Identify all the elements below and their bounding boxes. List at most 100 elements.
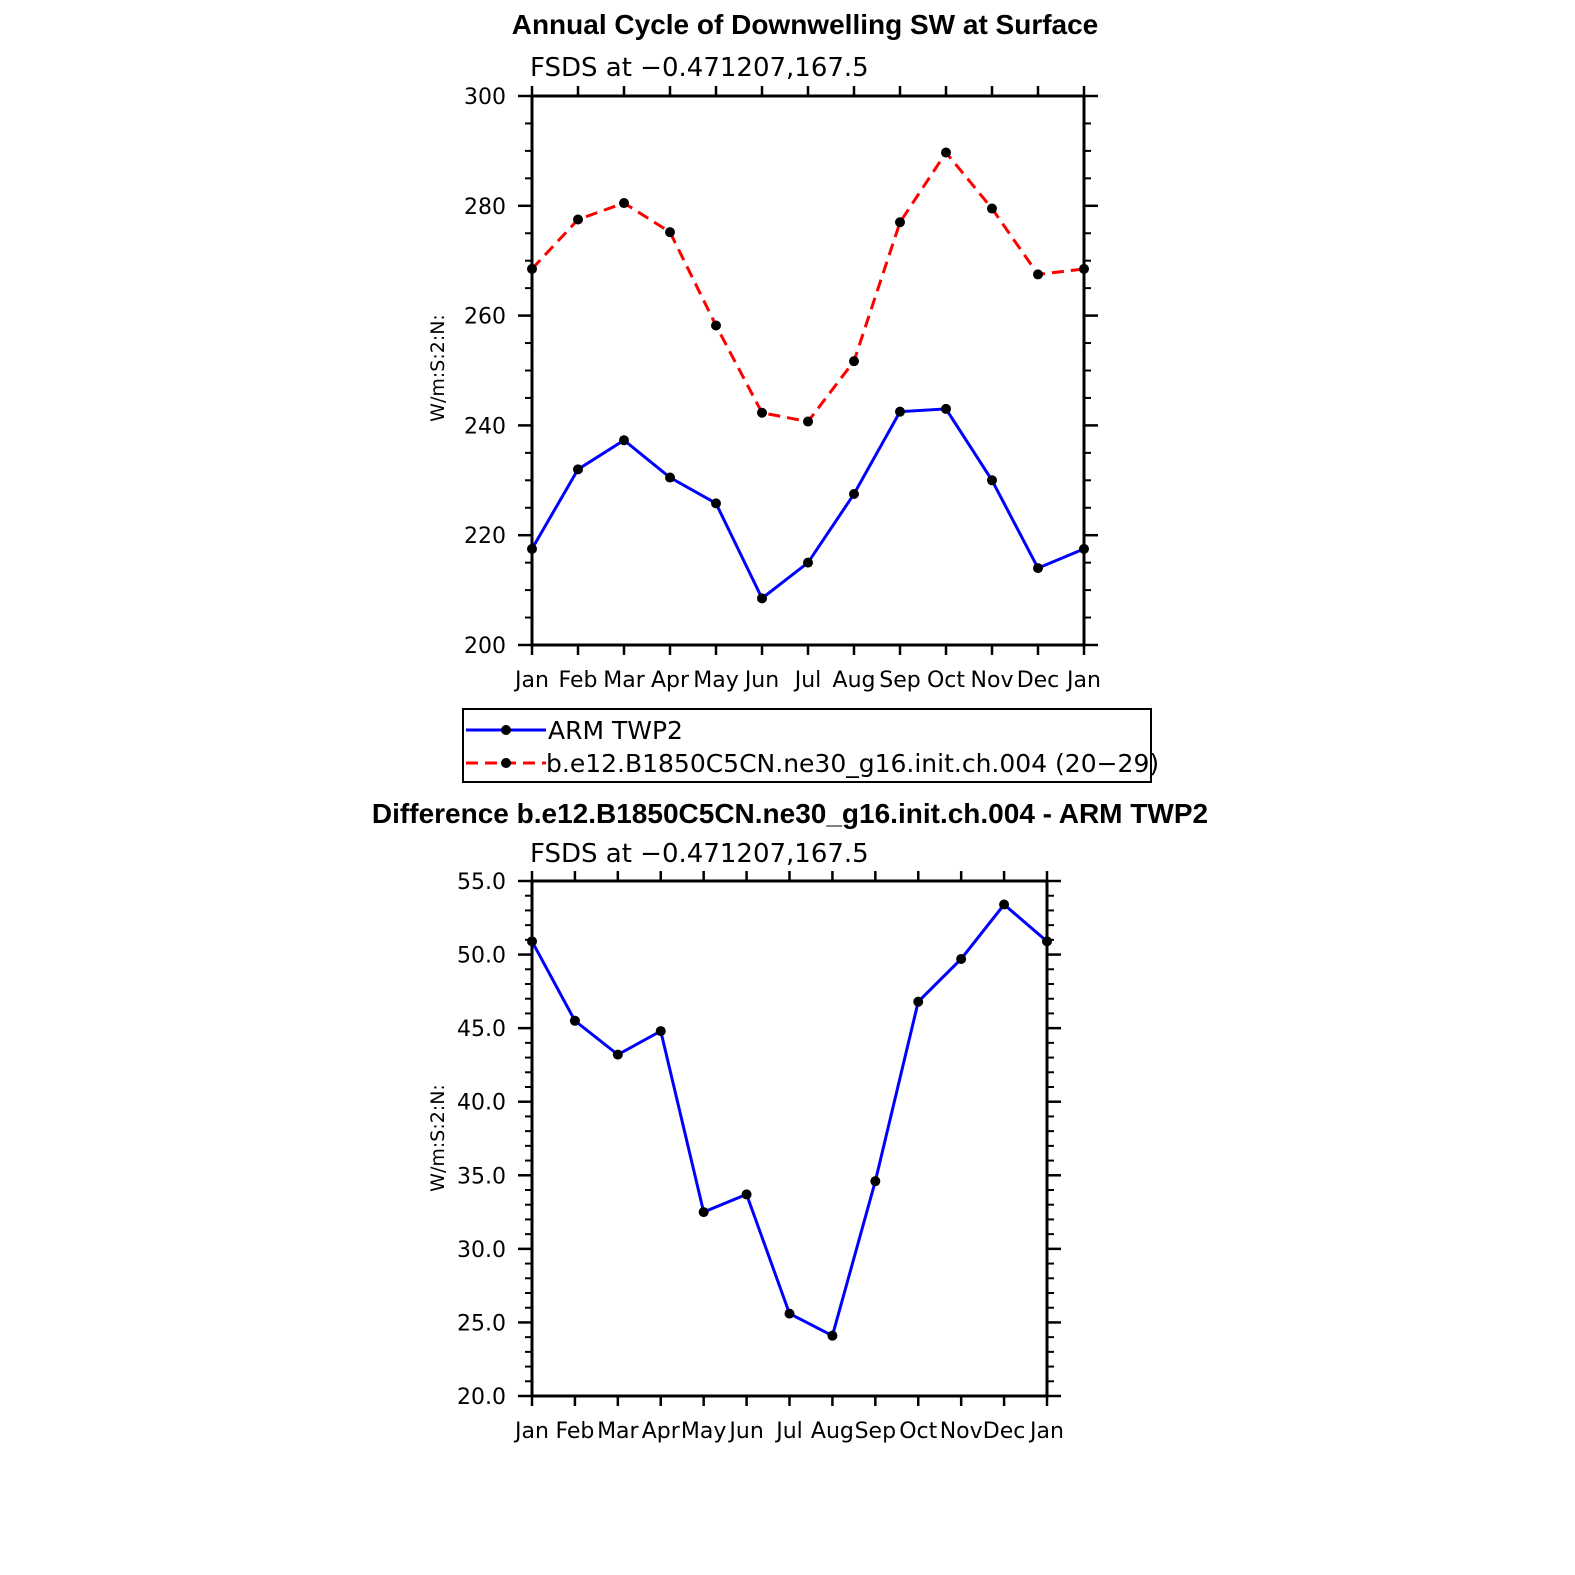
data-point — [849, 489, 859, 500]
x-tick-label: Feb — [559, 668, 598, 693]
data-point — [999, 899, 1010, 910]
data-point — [803, 557, 813, 568]
y-tick-label: 200 — [464, 634, 506, 659]
data-point — [941, 147, 951, 158]
panel-difference: Difference b.e12.B1850C5CN.ne30_g16.init… — [372, 798, 1208, 1444]
x-tick-label: Jan — [513, 1419, 549, 1444]
data-point — [665, 227, 675, 238]
panel2-x-tick-labels: Jan Feb Mar Apr May Jun Jul Aug Sep Oct Nov Dec Jan — [513, 1419, 1064, 1444]
data-point — [527, 936, 537, 947]
x-tick-label: Dec — [983, 1419, 1026, 1444]
series-line — [530, 150, 1085, 424]
x-tick-label: Oct — [927, 668, 965, 693]
data-point — [711, 320, 721, 331]
data-point — [803, 416, 813, 427]
panel1-y-tick-labels: 200 220 240 260 280 300 — [464, 85, 506, 659]
data-point — [757, 407, 767, 418]
data-point — [619, 435, 629, 446]
panel2-ylabel: W/m:S:2:N: — [427, 1084, 449, 1192]
y-tick-label: 35.0 — [457, 1164, 506, 1189]
data-point — [757, 593, 767, 604]
y-tick-label: 240 — [464, 414, 506, 439]
y-tick-label: 45.0 — [457, 1017, 506, 1042]
x-tick-label: Nov — [940, 1419, 983, 1444]
data-point — [665, 472, 675, 483]
panel2-subtitle: FSDS at −0.471207,167.5 — [530, 839, 869, 869]
panel2-y-tick-labels: 20.0 25.0 30.0 35.0 40.0 45.0 50.0 55.0 — [457, 870, 506, 1410]
x-tick-label: Sep — [855, 1419, 896, 1444]
x-tick-label: Aug — [811, 1419, 854, 1444]
panel1-ylabel: W/m:S:2:N: — [427, 314, 449, 422]
panel-annual-cycle: Annual Cycle of Downwelling SW at Surfac… — [427, 9, 1101, 693]
x-tick-label: Jun — [727, 1419, 763, 1444]
data-point — [895, 406, 905, 417]
panel2-series — [527, 899, 1052, 1341]
data-point — [573, 214, 583, 225]
y-tick-label: 50.0 — [457, 944, 506, 969]
x-tick-label: Jan — [1028, 1419, 1064, 1444]
data-point — [849, 356, 859, 367]
series-line — [530, 902, 1048, 1338]
panel2-frame — [530, 879, 1049, 1398]
data-point — [573, 464, 583, 475]
data-point — [741, 1189, 752, 1200]
y-tick-label: 280 — [464, 195, 506, 220]
data-point — [895, 217, 905, 228]
panel1-subtitle: FSDS at −0.471207,167.5 — [530, 53, 869, 83]
data-point — [784, 1308, 795, 1319]
data-point — [1033, 563, 1043, 574]
data-point — [1079, 263, 1089, 274]
legend: ARM TWP2 b.e12.B1850C5CN.ne30_g16.init.c… — [462, 708, 1159, 783]
data-point — [527, 263, 537, 274]
data-point — [1033, 269, 1043, 280]
data-point — [987, 203, 997, 214]
panel1-title: Annual Cycle of Downwelling SW at Surfac… — [512, 9, 1099, 40]
x-tick-label: May — [693, 668, 738, 693]
panel2-ticks — [518, 871, 1061, 1406]
panel1-ticks — [518, 86, 1098, 655]
legend-label-model: b.e12.B1850C5CN.ne30_g16.init.ch.004 (20… — [546, 749, 1159, 778]
legend-entry-arm: ARM TWP2 — [466, 716, 683, 745]
x-tick-label: Nov — [971, 668, 1014, 693]
data-point — [619, 198, 629, 209]
data-point — [569, 1015, 580, 1026]
x-tick-label: Dec — [1017, 668, 1060, 693]
y-tick-label: 260 — [464, 305, 506, 330]
y-tick-label: 300 — [464, 85, 506, 110]
y-tick-label: 220 — [464, 524, 506, 549]
legend-marker-model — [501, 758, 511, 768]
x-tick-label: May — [681, 1419, 726, 1444]
data-point — [827, 1330, 838, 1341]
legend-marker-arm — [501, 725, 511, 735]
y-tick-label: 25.0 — [457, 1311, 506, 1336]
data-point — [698, 1207, 709, 1218]
data-point — [870, 1176, 881, 1187]
data-point — [1042, 936, 1052, 947]
data-point — [956, 953, 967, 964]
data-point — [527, 543, 537, 554]
x-tick-label: Jun — [743, 668, 779, 693]
data-point — [913, 996, 924, 1007]
x-tick-label: Jul — [793, 668, 822, 693]
legend-entry-model: b.e12.B1850C5CN.ne30_g16.init.ch.004 (20… — [466, 749, 1159, 778]
data-point — [711, 498, 721, 509]
panel2-title: Difference b.e12.B1850C5CN.ne30_g16.init… — [372, 798, 1208, 829]
x-tick-label: Apr — [651, 668, 690, 693]
x-tick-label: Oct — [899, 1419, 937, 1444]
x-tick-label: Apr — [642, 1419, 681, 1444]
legend-box — [462, 708, 1152, 783]
x-tick-label: Jul — [774, 1419, 803, 1444]
series-line — [530, 407, 1085, 601]
y-tick-label: 20.0 — [457, 1385, 506, 1410]
y-tick-label: 55.0 — [457, 870, 506, 895]
x-tick-label: Jan — [1065, 668, 1101, 693]
data-point — [612, 1049, 623, 1060]
x-tick-label: Sep — [879, 668, 920, 693]
x-tick-label: Jan — [513, 668, 549, 693]
legend-label-arm: ARM TWP2 — [548, 716, 683, 745]
data-point — [1079, 543, 1089, 554]
data-point — [941, 403, 951, 414]
data-point — [655, 1026, 666, 1037]
x-tick-label: Aug — [833, 668, 876, 693]
